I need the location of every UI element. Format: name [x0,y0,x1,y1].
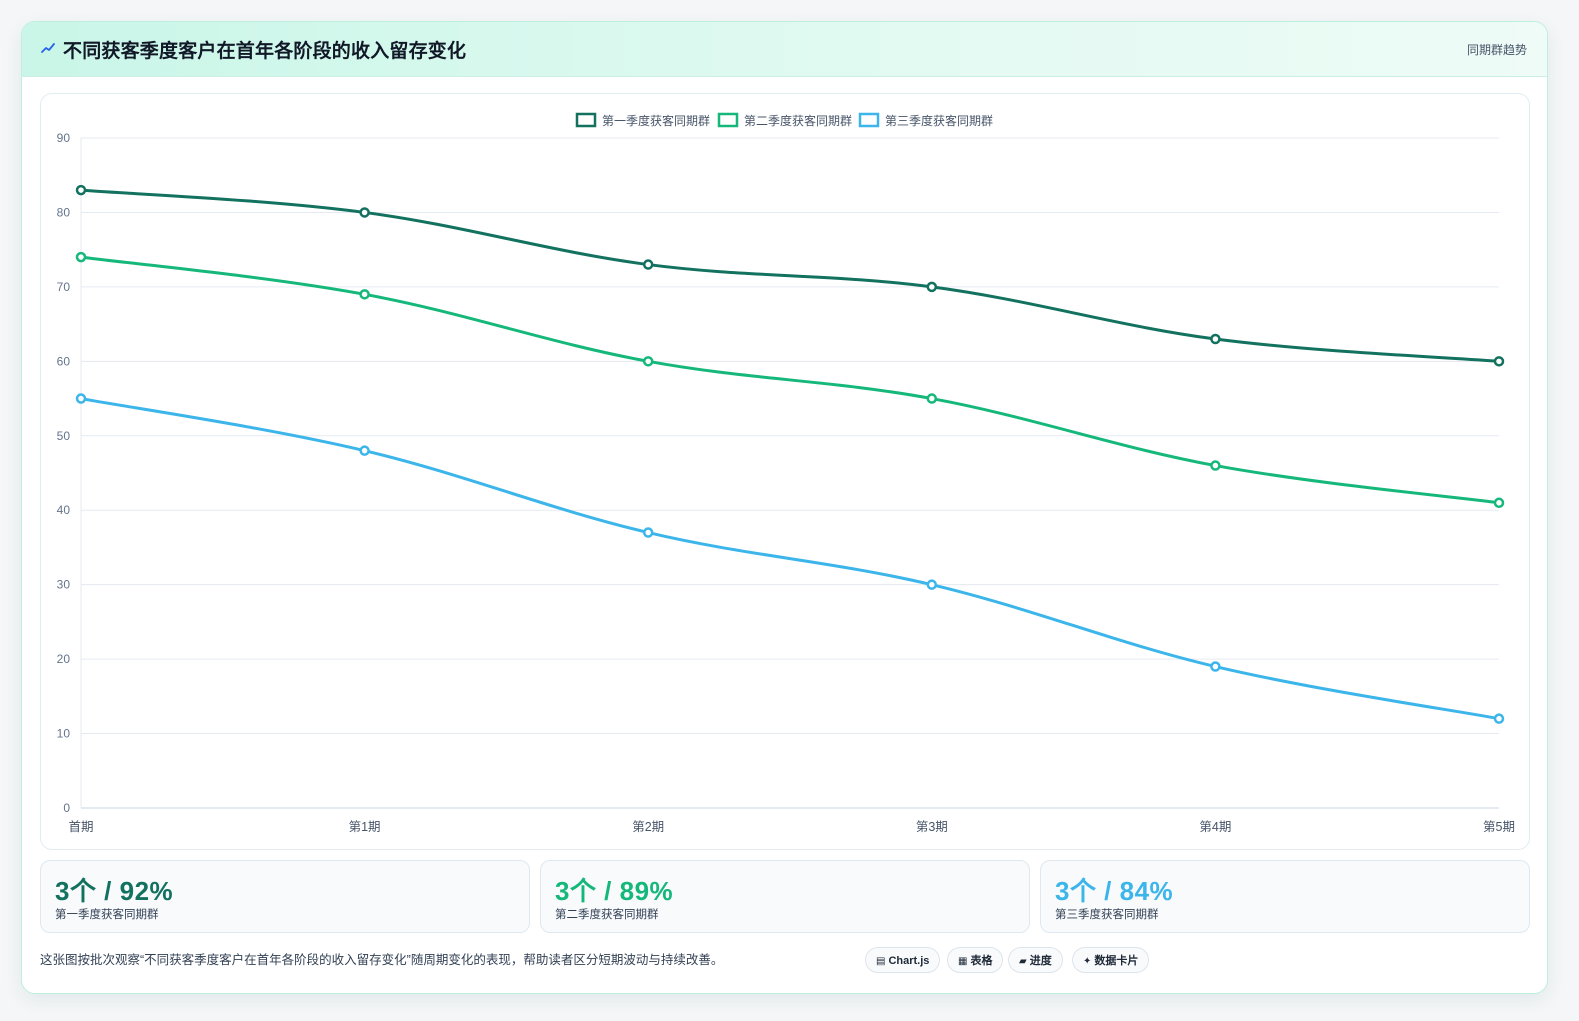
x-tick-label: 第3期 [916,820,948,834]
legend-label: 第三季度获客同期群 [885,113,993,128]
stat-value: 3个 / 92% [55,876,174,906]
y-tick-label: 80 [57,205,71,219]
stat-label: 第三季度获客同期群 [1055,909,1159,921]
data-point [926,281,938,293]
stat-value: 3个 / 89% [555,876,674,906]
legend-label: 第二季度获客同期群 [744,113,852,128]
data-point [1210,661,1221,672]
chart-panel: 0 10 20 30 40 50 60 70 80 90 首期 第1期 第2期 第3期 第4期 第5期 第一季度… [40,93,1530,850]
chart-icon: ▤ [876,956,886,967]
series-line-3 [80,397,1500,721]
series-line-1 [80,188,1500,363]
stat-card-q1: 3个 / 92% 第一季度获客同期群 [40,860,530,933]
data-point [1493,497,1505,509]
data-point [1210,333,1221,345]
y-tick-label: 70 [57,280,71,294]
data-point [642,527,654,538]
table-icon: ▦ [958,956,968,967]
data-point [359,445,370,456]
data-point [1210,460,1221,471]
x-tick-label: 第4期 [1199,820,1231,834]
legend-swatch [858,112,880,128]
stat-value: 3个 / 84% [1055,876,1174,906]
y-tick-label: 50 [57,429,71,443]
data-point [926,579,938,590]
y-tick-label: 10 [57,727,71,741]
x-tick-label: 第2期 [632,820,664,834]
chip-progress[interactable]: ▰ 进度 [1008,947,1063,973]
chip-label: Chart.js [888,955,930,967]
data-point [359,207,370,218]
stat-label: 第二季度获客同期群 [555,909,659,921]
stat-card-q3: 3个 / 84% 第三季度获客同期群 [1040,860,1530,933]
chip-data-card[interactable]: ✦ 数据卡片 [1072,947,1150,973]
legend-label: 第一季度获客同期群 [602,113,710,128]
data-point [1493,713,1505,724]
x-tick-label: 第5期 [1483,820,1515,834]
trend-icon [41,43,55,53]
chip-table[interactable]: ▦ 表格 [947,947,1004,973]
chart-description: 这张图按批次观察“不同获客季度客户在首年各阶段的收入留存变化”随周期变化的表现，… [40,953,724,967]
progress-icon: ▰ [1019,956,1027,967]
stat-card-q2: 3个 / 89% 第二季度获客同期群 [540,860,1030,933]
data-point [642,259,654,270]
series-line-2 [80,255,1500,505]
y-tick-label: 30 [57,578,71,592]
stat-label: 第一季度获客同期群 [55,909,159,921]
sparkle-icon: ✦ [1083,956,1092,967]
y-tick-label: 40 [57,503,71,517]
data-point [359,289,370,300]
data-point [926,393,938,404]
data-point [642,356,654,367]
y-tick-label: 0 [63,801,70,815]
chart-card: 不同获客季度客户在首年各阶段的收入留存变化 同期群趋势 0 10 20 30 40 50 6… [21,21,1548,994]
legend-swatch [717,112,739,128]
data-point [75,184,87,196]
chip-chartjs[interactable]: ▤ Chart.js [865,947,941,973]
data-point [75,393,87,404]
y-tick-label: 20 [57,652,71,666]
x-tick-label: 首期 [68,820,93,834]
page-title: 不同获客季度客户在首年各阶段的收入留存变化 [63,41,467,62]
legend-swatch [575,112,597,128]
line-chart: 0 10 20 30 40 50 60 70 80 90 首期 第1期 第2期 第3期 第4期 第5期 第一季度… [57,112,1515,834]
card-header: 不同获客季度客户在首年各阶段的收入留存变化 同期群趋势 [22,22,1547,77]
y-tick-label: 90 [57,131,71,145]
y-tick-label: 60 [57,354,71,368]
data-point [1493,356,1505,367]
x-tick-label: 第1期 [349,820,381,834]
data-point [75,251,87,263]
header-tag: 同期群趋势 [1466,43,1527,57]
chip-label: 表格 [970,955,993,967]
chip-label: 数据卡片 [1094,955,1139,967]
chip-label: 进度 [1029,955,1052,967]
